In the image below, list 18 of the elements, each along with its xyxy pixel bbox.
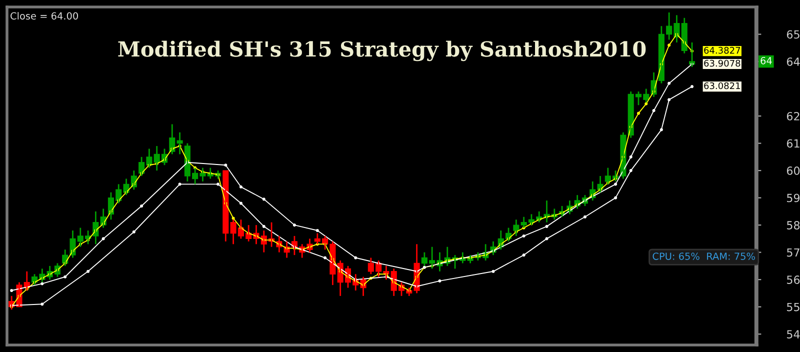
text: 64 (760, 56, 772, 64)
data-label: 64.3827 (704, 46, 740, 54)
y-tick-label: 55 (787, 302, 800, 312)
y-tick-label: 54 (787, 330, 800, 338)
y-tick-label: 62 (786, 112, 800, 120)
y-tick-label: 56 (787, 276, 800, 284)
annotation: Close = 64.00 (10, 12, 78, 20)
annotation: CPU: 65% RAM: 75% (652, 252, 755, 260)
data-label: 63.0821 (704, 82, 740, 90)
y-tick-label: 59 (787, 194, 800, 202)
y-tick-label: 64 (786, 57, 800, 66)
data-label: 63.9078 (704, 60, 740, 67)
y-tick-label: 57 (787, 248, 800, 257)
text: Modified SH's 315 Strategy by Santhosh2010 (118, 40, 646, 62)
y-tick-label: 61 (786, 139, 800, 148)
y-tick-label: 60 (786, 166, 800, 175)
y-tick-label: 58 (787, 221, 800, 230)
y-tick-label: 65 (786, 30, 800, 39)
